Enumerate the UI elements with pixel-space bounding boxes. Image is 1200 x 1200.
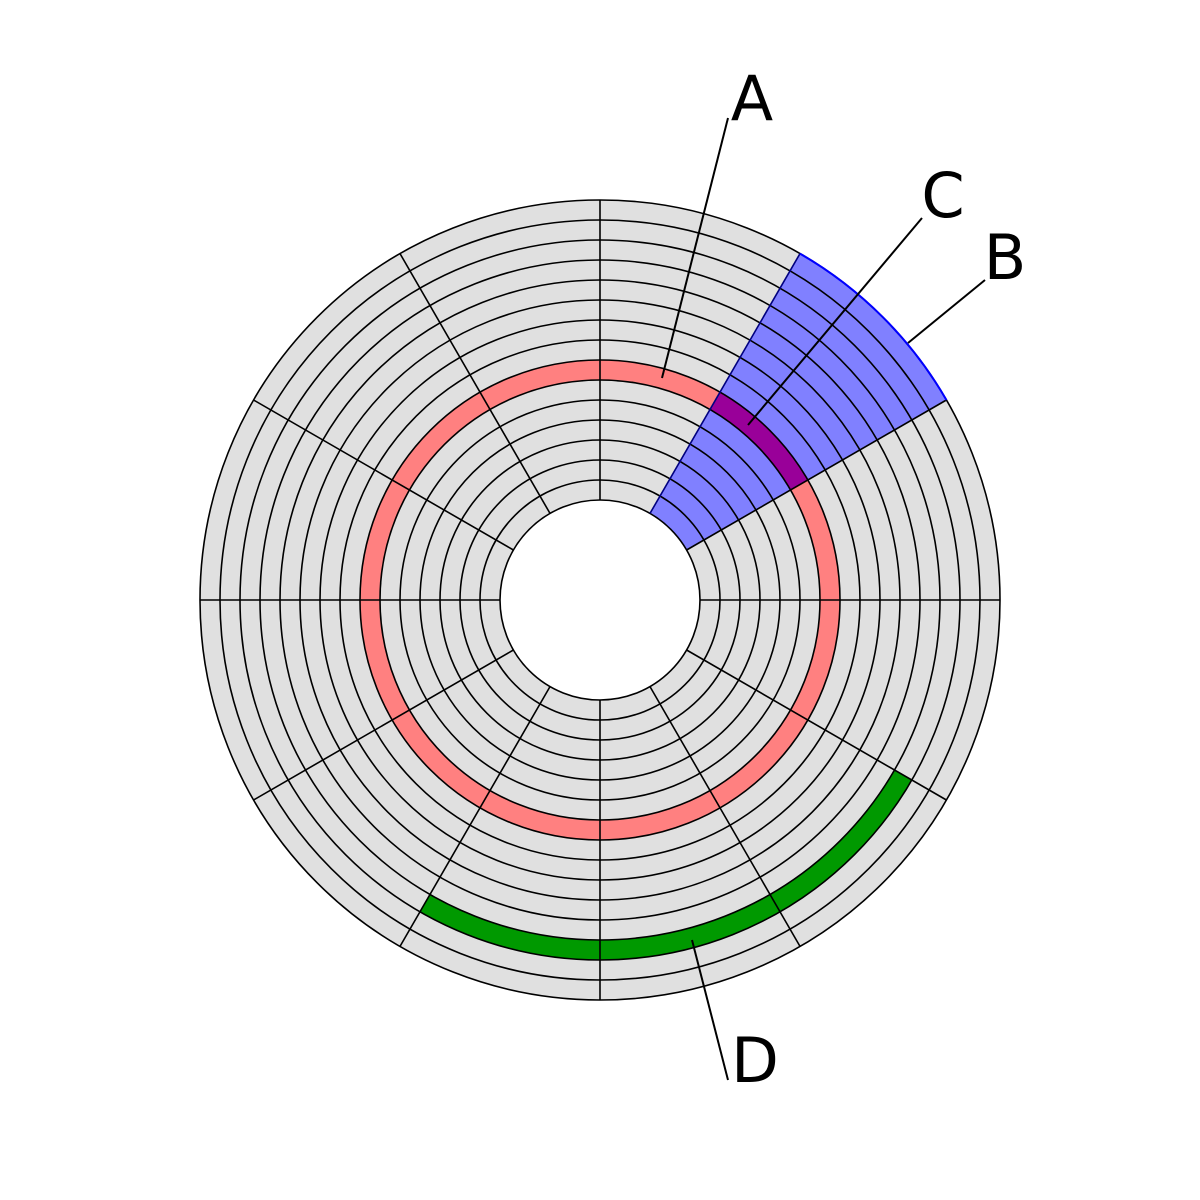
leader-lines [661,117,986,1081]
leader-d [691,939,729,1081]
leader-c [747,217,923,426]
label-a: A [731,62,773,135]
sector-c [710,392,808,490]
leader-b [907,279,986,344]
label-d: D [731,1024,779,1097]
leader-a [661,117,729,379]
track-line [499,499,701,701]
sector-line [253,399,514,551]
sector-line [399,253,551,514]
label-c: C [921,159,964,232]
sector-b-edge [799,252,948,401]
sector-line [253,649,514,801]
label-b: B [984,221,1027,294]
sector-line [649,253,801,514]
sector-line [686,649,947,801]
sector-line [399,686,551,947]
disk [199,199,1001,1001]
sector-line [686,399,947,551]
sector-line [649,686,801,947]
